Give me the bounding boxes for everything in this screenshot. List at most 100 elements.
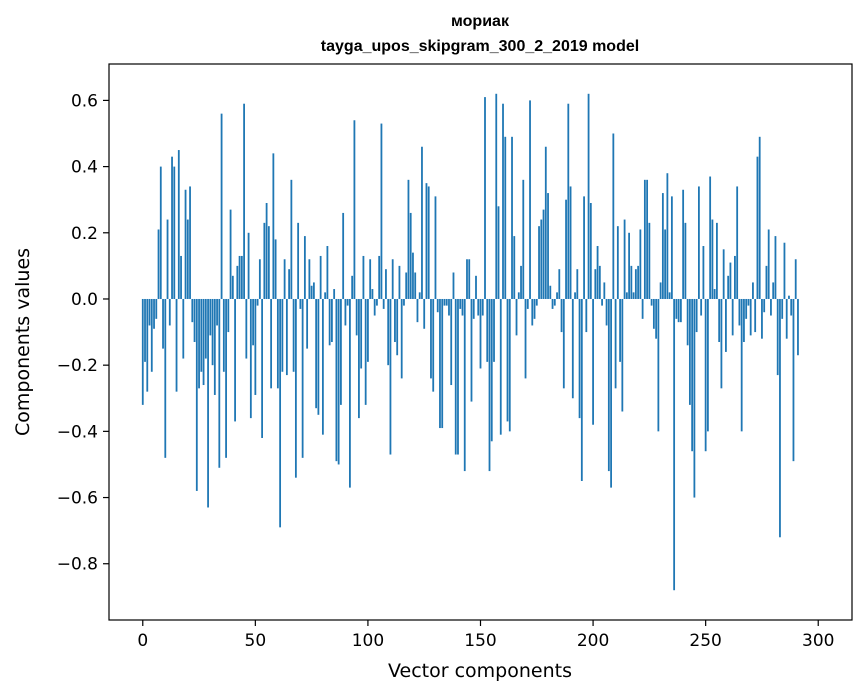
- bar-72: [303, 236, 306, 299]
- bar-278: [767, 229, 770, 299]
- bar-223: [643, 179, 646, 299]
- bar-45: [243, 103, 245, 299]
- bar-249: [702, 246, 705, 299]
- bar-98: [362, 255, 365, 299]
- bar-144: [466, 259, 468, 299]
- bar-258: [722, 249, 725, 299]
- bar-149: [477, 298, 480, 316]
- bar-12: [168, 298, 171, 326]
- bar-245: [693, 298, 696, 498]
- bar-184: [556, 292, 558, 299]
- bar-181: [549, 285, 552, 299]
- bar-18: [182, 298, 185, 359]
- bar-25: [198, 298, 200, 389]
- bar-140: [457, 298, 459, 455]
- bar-170: [524, 298, 527, 379]
- bar-277: [765, 265, 768, 299]
- bar-211: [616, 226, 619, 299]
- bar-168: [520, 265, 522, 299]
- bar-22: [191, 298, 194, 323]
- bar-23: [193, 298, 196, 342]
- bar-204: [601, 298, 603, 306]
- y-tick-label: −0.6: [57, 489, 98, 509]
- bar-196: [583, 196, 585, 299]
- bar-50: [254, 298, 257, 395]
- bar-82: [326, 246, 329, 299]
- bar-80: [321, 298, 324, 435]
- bar-163: [508, 298, 511, 432]
- bar-253: [711, 219, 714, 299]
- bar-185: [558, 269, 561, 299]
- bar-124: [421, 146, 423, 299]
- bar-141: [459, 298, 462, 309]
- bar-257: [720, 298, 723, 389]
- bar-148: [475, 275, 477, 299]
- bar-239: [679, 298, 682, 323]
- bar-162: [506, 298, 509, 422]
- bar-190: [569, 186, 572, 299]
- bar-134: [443, 298, 446, 306]
- bar-54: [263, 222, 266, 299]
- bar-111: [391, 259, 394, 299]
- bar-265: [738, 298, 741, 326]
- bar-41: [234, 298, 236, 422]
- bar-221: [639, 229, 642, 299]
- bar-285: [783, 242, 786, 299]
- bar-267: [743, 298, 745, 342]
- bar-222: [641, 298, 644, 319]
- bar-122: [416, 298, 419, 323]
- bar-143: [463, 298, 466, 472]
- bar-252: [709, 176, 712, 299]
- bar-281: [774, 236, 777, 299]
- bar-274: [758, 136, 761, 299]
- bar-160: [502, 103, 504, 299]
- bar-248: [700, 298, 703, 316]
- bar-145: [468, 259, 471, 299]
- bar-290: [794, 259, 797, 299]
- bar-230: [659, 282, 662, 299]
- bar-38: [227, 298, 230, 333]
- bar-227: [652, 298, 655, 329]
- bar-189: [567, 103, 570, 299]
- bar-26: [200, 298, 203, 372]
- bar-142: [461, 298, 464, 316]
- bar-132: [439, 298, 441, 429]
- bar-68: [294, 298, 297, 478]
- bar-3: [148, 298, 151, 326]
- bar-182: [551, 298, 554, 309]
- bar-112: [394, 298, 396, 342]
- y-tick-label: 0.4: [71, 158, 98, 178]
- bar-127: [427, 186, 430, 299]
- bar-115: [400, 298, 403, 379]
- bar-238: [677, 298, 680, 323]
- bar-81: [324, 292, 327, 299]
- bar-216: [628, 232, 630, 299]
- bar-51: [256, 298, 259, 306]
- x-axis-ticks: 0 50 100 150 200 250 300: [137, 620, 834, 651]
- bar-268: [745, 298, 748, 319]
- bar-78: [317, 298, 320, 415]
- bar-276: [763, 298, 766, 313]
- bar-279: [770, 298, 772, 316]
- bar-235: [670, 196, 673, 299]
- bar-89: [342, 212, 345, 299]
- bar-39: [229, 209, 232, 299]
- bar-218: [632, 292, 635, 299]
- bar-69: [297, 222, 300, 299]
- bar-244: [691, 298, 694, 452]
- bar-212: [619, 298, 621, 362]
- bar-88: [340, 298, 342, 405]
- bar-275: [761, 298, 763, 339]
- bar-55: [265, 203, 268, 299]
- bar-156: [493, 298, 495, 362]
- chart-title: мориак: [451, 13, 510, 30]
- bar-251: [707, 298, 709, 432]
- bar-56: [267, 226, 270, 299]
- bar-118: [407, 179, 410, 299]
- bar-136: [448, 298, 450, 316]
- bar-36: [222, 298, 225, 372]
- bar-4: [150, 298, 153, 372]
- bar-15: [175, 298, 178, 392]
- bar-87: [337, 298, 340, 465]
- bar-131: [436, 298, 439, 313]
